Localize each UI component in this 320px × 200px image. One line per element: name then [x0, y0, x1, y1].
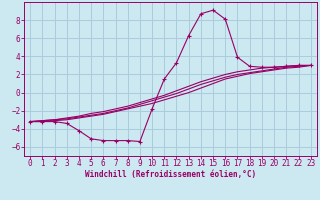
- X-axis label: Windchill (Refroidissement éolien,°C): Windchill (Refroidissement éolien,°C): [85, 170, 256, 179]
